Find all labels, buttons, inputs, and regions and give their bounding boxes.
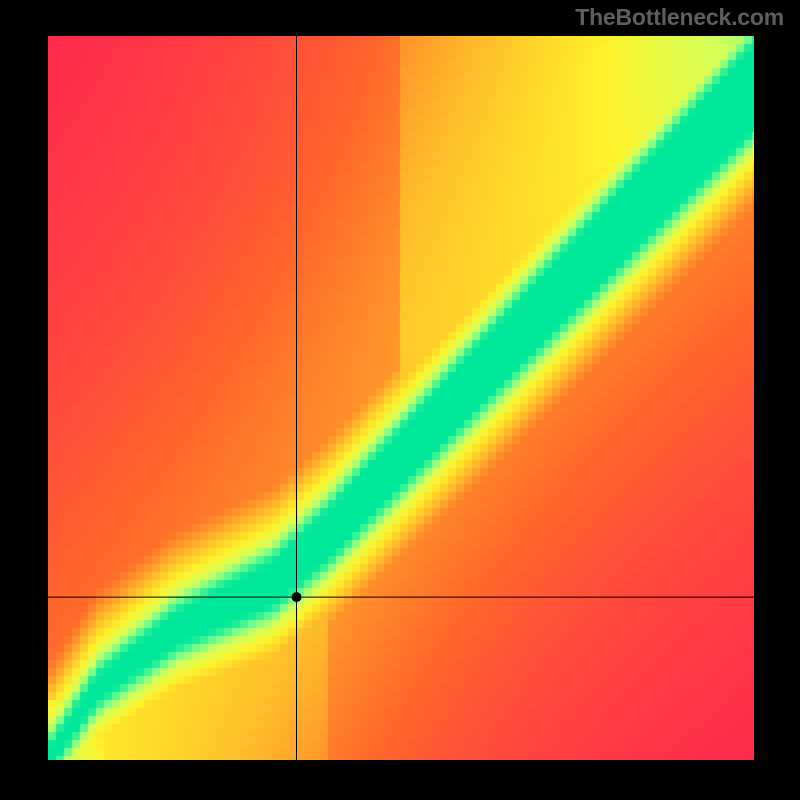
chart-container: TheBottleneck.com xyxy=(0,0,800,800)
crosshair-dot xyxy=(292,592,302,602)
watermark-text: TheBottleneck.com xyxy=(575,4,784,31)
crosshair-overlay xyxy=(48,36,754,760)
heatmap-plot xyxy=(48,36,754,760)
